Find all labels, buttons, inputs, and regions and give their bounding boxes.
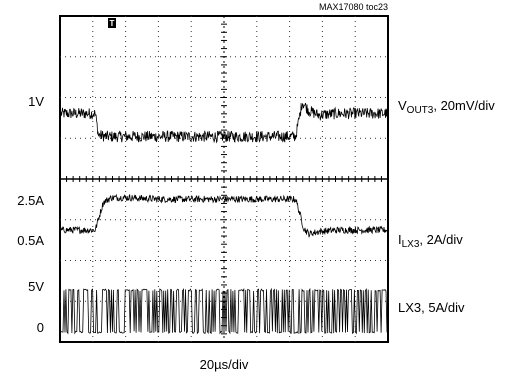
channel-label-vout3-sub: OUT3 xyxy=(407,105,434,116)
x-axis-label: 20µs/div xyxy=(200,357,249,372)
channel-label-vout3: VOUT3, 20mV/div xyxy=(398,98,495,116)
chart-caption: MAX17080 toc23 xyxy=(319,2,388,12)
level-labels: 1V 2.5A 0.5A 5V 0 xyxy=(17,94,44,335)
level-label-0-5a: 0.5A xyxy=(17,233,44,248)
channel-label-ilx3: ILX3, 2A/div xyxy=(398,232,463,250)
trigger-marker-label: T xyxy=(110,19,115,28)
level-label-0: 0 xyxy=(37,320,44,335)
channel-label-lx3: LX3, 5A/div xyxy=(398,300,465,315)
trace-vout3 xyxy=(60,102,388,144)
level-label-2-5a: 2.5A xyxy=(17,193,44,208)
level-label-1v: 1V xyxy=(28,94,44,109)
level-label-5v: 5V xyxy=(28,279,44,294)
trace-lx3 xyxy=(60,287,388,335)
channel-label-vout3-rest: , 20mV/div xyxy=(433,98,495,113)
traces xyxy=(60,102,388,335)
channel-labels: VOUT3, 20mV/div ILX3, 2A/div LX3, 5A/div xyxy=(398,98,495,315)
channel-label-ilx3-rest: , 2A/div xyxy=(419,232,463,247)
channel-label-vout3-main: V xyxy=(398,98,407,113)
trace-ilx3 xyxy=(60,193,388,238)
channel-label-ilx3-sub: LX3 xyxy=(402,239,420,250)
trigger-marker: T xyxy=(108,18,116,28)
channel-label-ilx3-main: I xyxy=(398,232,402,247)
